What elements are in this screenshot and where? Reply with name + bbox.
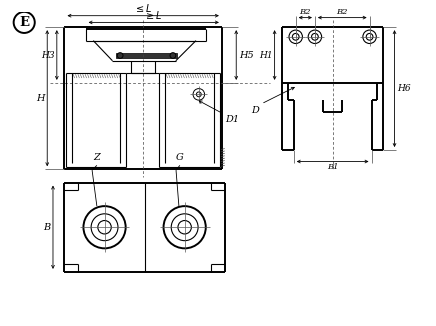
Text: H: H — [36, 94, 44, 103]
Text: H6: H6 — [397, 84, 411, 93]
Text: H1: H1 — [259, 51, 272, 60]
Text: H5: H5 — [239, 51, 254, 60]
Text: B2: B2 — [337, 8, 348, 16]
Text: $\geq L$: $\geq L$ — [144, 9, 163, 21]
Text: $\leq L$: $\leq L$ — [134, 2, 153, 14]
Text: B2: B2 — [300, 8, 311, 16]
Bar — [116, 53, 177, 58]
Text: E: E — [19, 16, 29, 29]
Text: D: D — [252, 106, 259, 115]
Text: B: B — [43, 223, 50, 232]
Text: Z: Z — [93, 154, 100, 162]
Text: G: G — [176, 154, 184, 162]
Text: H3: H3 — [41, 51, 55, 60]
Text: B1: B1 — [327, 163, 338, 171]
Text: D1: D1 — [225, 115, 239, 125]
